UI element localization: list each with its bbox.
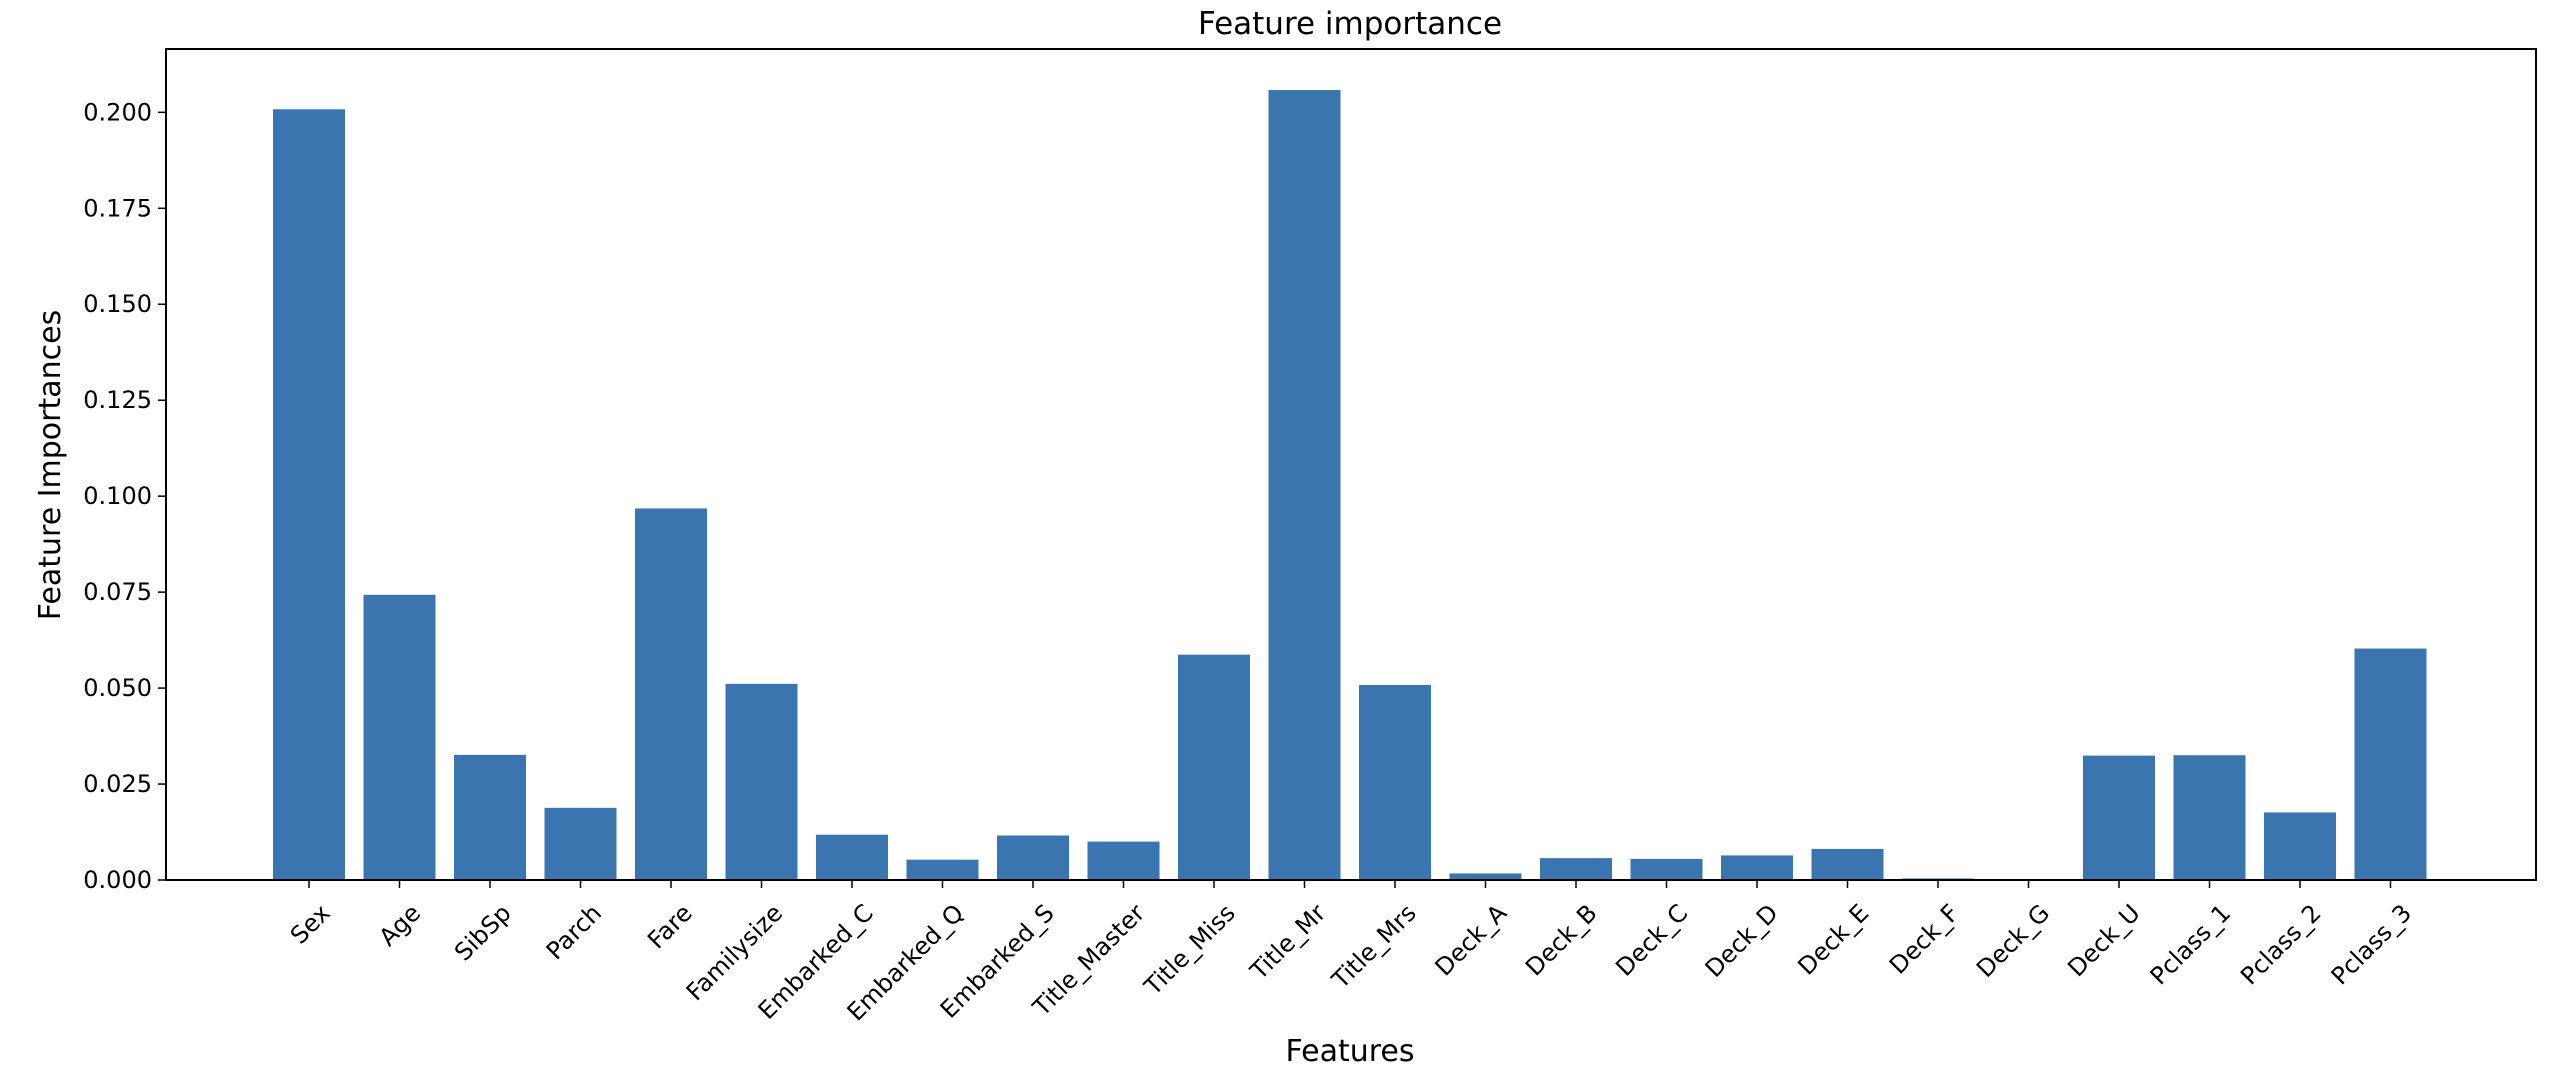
bar-age bbox=[363, 594, 436, 880]
y-axis-title: Feature Importances bbox=[33, 310, 68, 620]
x-tick-label: Deck_E bbox=[1793, 899, 1875, 981]
x-tick-label: Deck_G bbox=[1971, 899, 2055, 983]
bar-deck-a bbox=[1449, 873, 1522, 880]
bar-deck-b bbox=[1540, 858, 1612, 880]
bar-pclass-1 bbox=[2173, 755, 2246, 880]
y-axis: 0.000 0.025 0.050 0.075 0.100 0.125 0.150 0.175… bbox=[83, 98, 166, 894]
x-tick-label: Deck_B bbox=[1520, 899, 1603, 982]
bar-parch bbox=[544, 807, 617, 880]
x-tick-label: Title_Miss bbox=[1138, 899, 1240, 1001]
plot-area-frame bbox=[165, 48, 2537, 881]
y-tick-label: 0.025 bbox=[83, 770, 152, 798]
bar-title-miss bbox=[1178, 654, 1250, 880]
bar-embarked-s bbox=[997, 835, 1069, 880]
x-axis-title: Features bbox=[1286, 1034, 1415, 1069]
bar-sibsp bbox=[454, 754, 526, 880]
bar-embarked-c bbox=[816, 834, 888, 880]
bars-group bbox=[273, 90, 2427, 880]
x-tick-label: Pclass_2 bbox=[2235, 899, 2326, 990]
x-tick-label: Sex bbox=[285, 899, 336, 950]
bar-pclass-3 bbox=[2354, 648, 2427, 880]
bar-deck-c bbox=[1630, 858, 1703, 880]
y-tick-label: 0.000 bbox=[83, 866, 152, 894]
x-tick-label: Deck_C bbox=[1610, 899, 1693, 982]
y-tick-label: 0.125 bbox=[83, 386, 152, 414]
bar-title-mr bbox=[1268, 90, 1341, 880]
y-tick-label: 0.200 bbox=[83, 98, 152, 126]
x-tick-label: Fare bbox=[642, 899, 697, 954]
y-tick-label: 0.050 bbox=[83, 674, 152, 702]
bar-deck-d bbox=[1721, 855, 1793, 880]
x-tick-label: Deck_A bbox=[1430, 898, 1513, 981]
bar-deck-u bbox=[2083, 755, 2155, 880]
y-tick-label: 0.075 bbox=[83, 578, 152, 606]
x-tick-label: Pclass_3 bbox=[2326, 899, 2417, 990]
bar-title-mrs bbox=[1359, 685, 1431, 880]
x-tick-label: Deck_U bbox=[2062, 899, 2145, 982]
bar-familysize bbox=[725, 683, 798, 880]
x-tick-label: Pclass_1 bbox=[2145, 899, 2236, 990]
y-tick-label: 0.175 bbox=[83, 194, 152, 222]
x-tick-label: Title_Mr bbox=[1244, 899, 1331, 986]
bar-title-master bbox=[1087, 841, 1160, 880]
bar-fare bbox=[635, 508, 707, 880]
y-tick-label: 0.150 bbox=[83, 290, 152, 318]
bar-embarked-q bbox=[906, 859, 979, 880]
bar-sex bbox=[273, 109, 345, 880]
x-tick-label: Deck_F bbox=[1884, 899, 1965, 980]
x-tick-label: SibSp bbox=[449, 899, 517, 967]
y-tick-label: 0.100 bbox=[83, 482, 152, 510]
x-tick-label: Age bbox=[374, 899, 427, 952]
bar-pclass-2 bbox=[2264, 812, 2336, 880]
bar-deck-e bbox=[1811, 848, 1884, 880]
x-tick-label: Parch bbox=[541, 899, 607, 965]
x-tick-label: Title_Mrs bbox=[1326, 899, 1422, 995]
x-axis: Sex Age SibSp Parch FareFamilysizeEmbarked_C… bbox=[285, 880, 2417, 1026]
x-tick-label: Deck_D bbox=[1700, 899, 1784, 983]
chart-title: Feature importance bbox=[1198, 6, 1502, 42]
